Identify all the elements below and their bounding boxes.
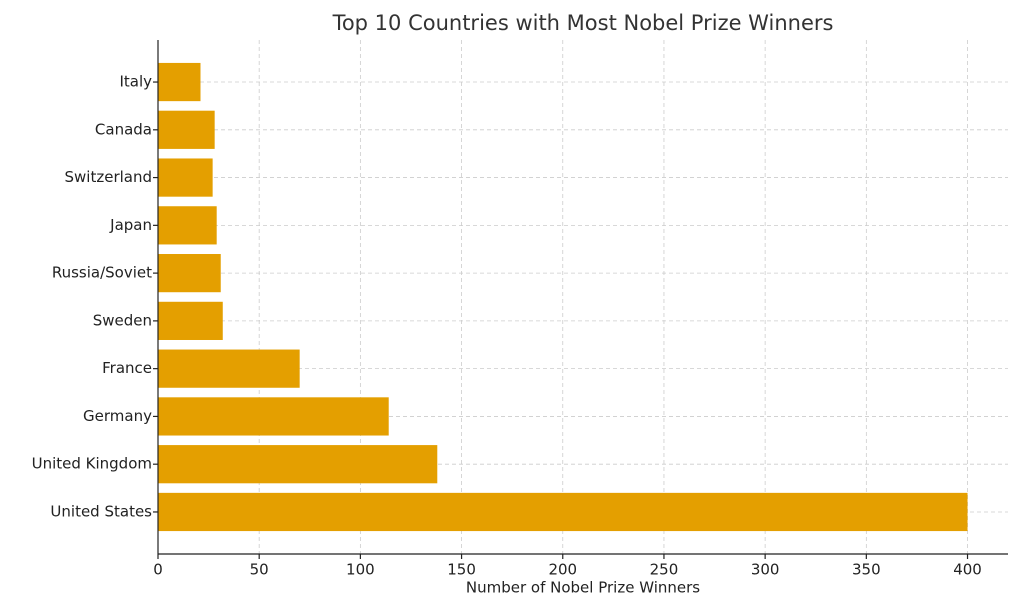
y-tick-label: Russia/Soviet — [52, 264, 152, 282]
bar — [158, 206, 217, 245]
chart-title: Top 10 Countries with Most Nobel Prize W… — [332, 11, 834, 35]
y-tick-label: United States — [50, 502, 152, 520]
x-tick-label: 400 — [953, 561, 982, 579]
bar — [158, 158, 213, 197]
x-tick-label: 250 — [650, 561, 679, 579]
bar — [158, 62, 201, 102]
bar — [158, 301, 223, 340]
bar — [158, 492, 968, 532]
bar — [158, 349, 300, 388]
y-tick-label: Japan — [109, 216, 152, 234]
y-tick-label: Canada — [95, 120, 152, 138]
bar — [158, 445, 438, 484]
bar — [158, 397, 389, 436]
y-tick-label: France — [102, 359, 152, 377]
x-tick-label: 50 — [250, 561, 269, 579]
x-tick-label: 150 — [447, 561, 476, 579]
x-tick-label: 0 — [153, 561, 163, 579]
x-axis-label: Number of Nobel Prize Winners — [466, 579, 700, 597]
y-tick-label: Switzerland — [65, 168, 153, 186]
x-tick-label: 100 — [346, 561, 375, 579]
bar — [158, 110, 215, 149]
x-tick-label: 200 — [548, 561, 577, 579]
x-tick-label: 300 — [751, 561, 780, 579]
y-tick-label: Sweden — [93, 311, 152, 329]
y-tick-label: Germany — [83, 407, 152, 425]
y-tick-label: Italy — [119, 73, 152, 91]
bar — [158, 254, 221, 293]
y-tick-label: United Kingdom — [32, 455, 152, 473]
x-tick-label: 350 — [852, 561, 881, 579]
